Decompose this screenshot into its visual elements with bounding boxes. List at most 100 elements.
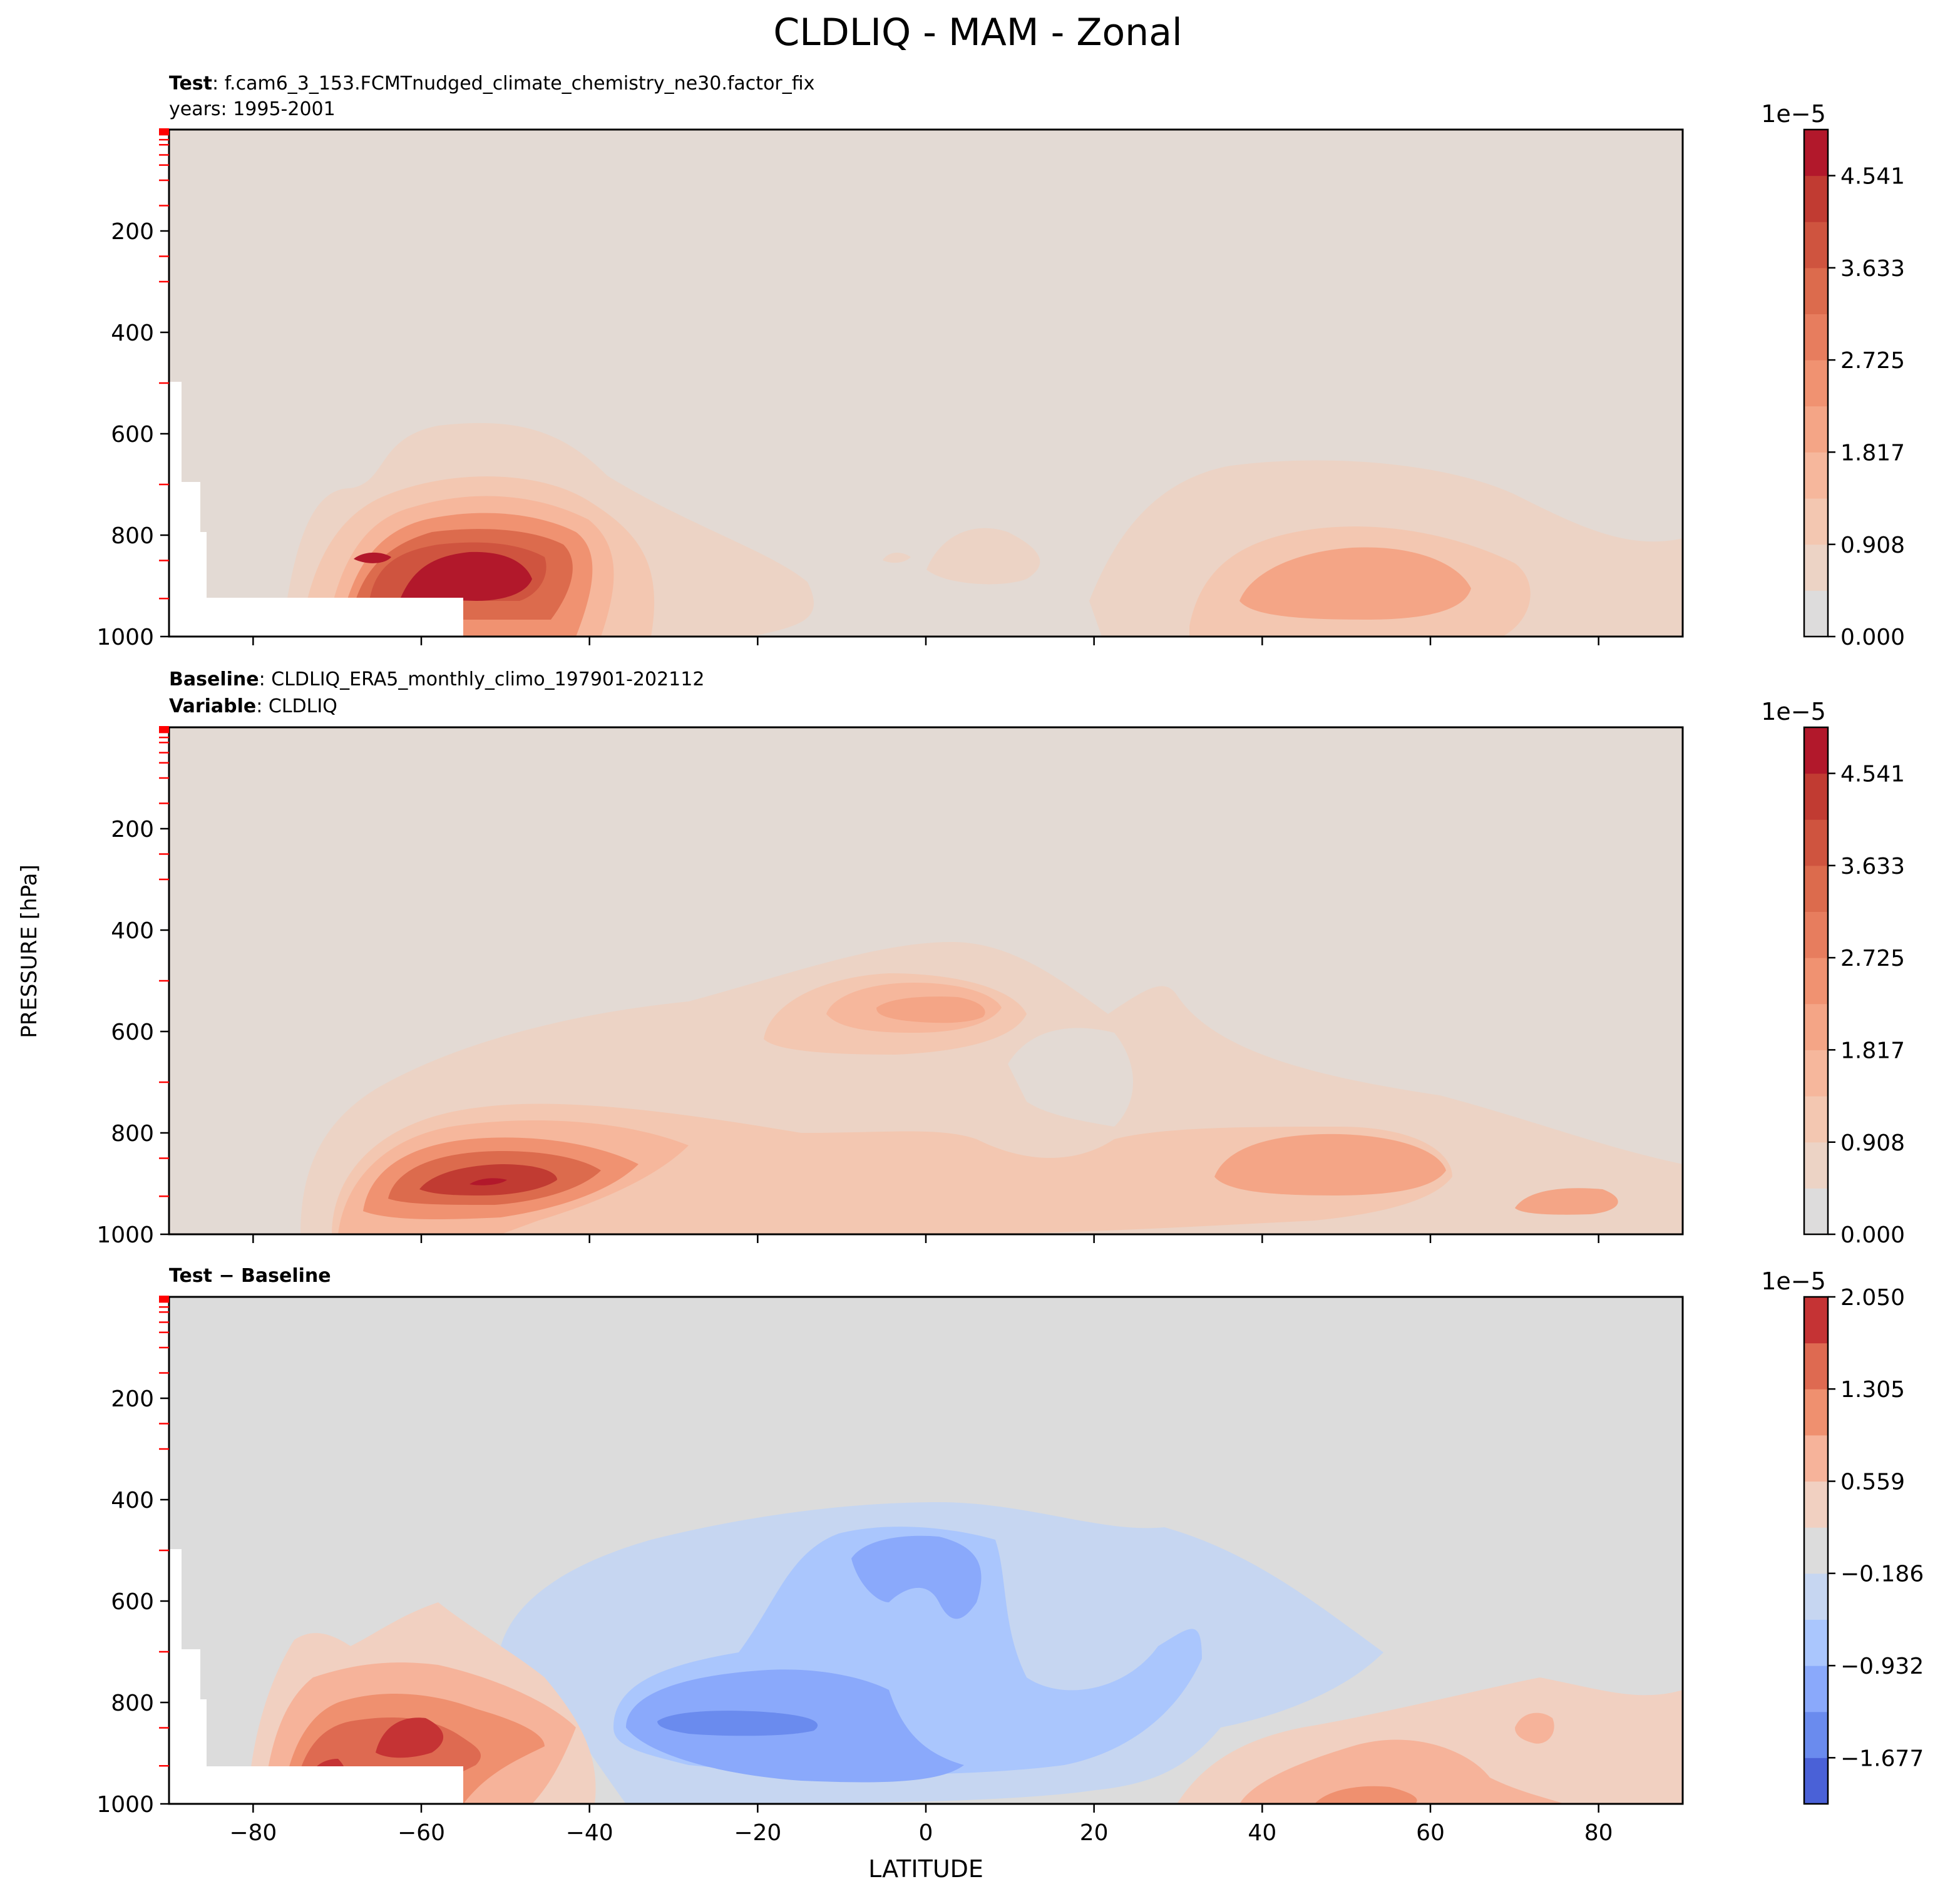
x-tick-label: −60	[398, 1820, 445, 1846]
x-tick-label: −80	[229, 1820, 277, 1846]
difference-contour-neg-5	[657, 1711, 818, 1736]
colorbar-segment	[1804, 130, 1828, 177]
panel-baseline-header-1-bold: Baseline	[169, 668, 259, 690]
colorbar-segment	[1804, 406, 1828, 453]
difference-mask-white	[169, 1549, 463, 1804]
y-tick-label: 200	[111, 1386, 154, 1412]
colorbar-frame	[1803, 726, 1829, 1236]
baseline-contour-field	[169, 727, 1683, 1234]
y-tick-label: 600	[111, 422, 154, 448]
panel-test-header-1-text: : f.cam6_3_153.FCMTnudged_climate_chemis…	[212, 73, 814, 95]
y-minor-tick-cluster	[159, 128, 169, 135]
baseline-contour-gap	[1008, 1028, 1133, 1127]
y-tick-label: 600	[111, 1589, 154, 1615]
y-tick-label: 1000	[96, 1222, 154, 1248]
colorbar-segment	[1804, 1619, 1828, 1666]
test-axes-ticks: 200 400 600 800 1000	[96, 128, 1599, 650]
baseline-colorbar: 0.000 0.908 1.817 2.725 3.633 4.541	[1803, 726, 1905, 1248]
figure-title: CLDLIQ - MAM - Zonal	[773, 11, 1182, 54]
y-tick-label: 1000	[96, 1792, 154, 1818]
colorbar-segment	[1804, 314, 1828, 361]
difference-colorbar-exponent: 1e−5	[1761, 1267, 1826, 1295]
colorbar-segment	[1804, 360, 1828, 407]
colorbar-segment	[1804, 1666, 1828, 1712]
test-mask-white	[169, 382, 463, 637]
y-tick-label: 800	[111, 1691, 154, 1716]
panel-baseline-header-1: Baseline: CLDLIQ_ERA5_monthly_climo_1979…	[169, 668, 704, 690]
x-tick-label: −20	[734, 1820, 781, 1846]
colorbar-segment	[1804, 727, 1828, 774]
colorbar-segment	[1804, 1527, 1828, 1574]
colorbar-tick-label: 0.000	[1840, 625, 1905, 650]
test-contour-sh-8	[354, 552, 391, 563]
colorbar-tick-label: 1.305	[1840, 1377, 1905, 1403]
colorbar-segment	[1804, 1711, 1828, 1758]
y-axis-label: PRESSURE [hPa]	[17, 864, 42, 1038]
colorbar-tick-label: 4.541	[1840, 762, 1905, 787]
y-tick-label: 200	[111, 817, 154, 842]
colorbar-segment	[1804, 175, 1828, 222]
baseline-contour-nh-1	[1214, 1134, 1446, 1195]
colorbar-tick-label: −1.677	[1840, 1746, 1924, 1771]
panel-baseline-header-1-text: : CLDLIQ_ERA5_monthly_climo_197901-20211…	[259, 668, 705, 690]
test-contour-nh-3	[1239, 547, 1471, 620]
colorbar-segment	[1804, 773, 1828, 820]
colorbar-tick-label: −0.932	[1840, 1654, 1924, 1679]
colorbar-tick-label: 4.541	[1840, 164, 1905, 190]
panel-difference-header-bold: Test − Baseline	[169, 1265, 331, 1287]
y-tick-label: 600	[111, 1020, 154, 1045]
colorbar-segment	[1804, 1758, 1828, 1804]
colorbar-segment	[1804, 590, 1828, 637]
colorbar-segment	[1804, 222, 1828, 269]
colorbar-segment	[1804, 1003, 1828, 1050]
colorbar-segment	[1804, 819, 1828, 866]
panel-baseline-header-2: Variable: CLDLIQ	[169, 695, 337, 717]
x-tick-label: 60	[1416, 1820, 1445, 1846]
baseline-contour-nh-2	[1515, 1188, 1618, 1215]
colorbar-tick-label: 0.000	[1840, 1222, 1905, 1248]
panel-test-header-1: Test: f.cam6_3_153.FCMTnudged_climate_ch…	[169, 73, 814, 95]
x-axis-label: LATITUDE	[868, 1855, 983, 1883]
colorbar-tick-label: 0.908	[1840, 1130, 1905, 1156]
difference-contour-nh-pos-3	[1515, 1712, 1554, 1744]
y-tick-label: 400	[111, 320, 154, 346]
y-tick-label: 800	[111, 1121, 154, 1147]
y-minor-tick-cluster	[159, 1296, 169, 1302]
test-colorbar-exponent: 1e−5	[1761, 100, 1826, 128]
colorbar-segment	[1804, 498, 1828, 545]
colorbar-segment	[1804, 1389, 1828, 1436]
test-contour-field	[169, 130, 1683, 637]
test-colorbar: 0.000 0.908 1.817 2.725 3.633 4.541	[1803, 128, 1905, 650]
y-tick-label: 1000	[96, 625, 154, 650]
y-tick-label: 200	[111, 219, 154, 245]
colorbar-tick-label: 2.725	[1840, 348, 1905, 374]
colorbar-tick-label: 0.908	[1840, 533, 1905, 558]
test-contour-trop-2	[883, 553, 911, 563]
colorbar-tick-label: 0.559	[1840, 1470, 1905, 1495]
colorbar-tick-label: 3.633	[1840, 854, 1905, 879]
colorbar-segment	[1804, 958, 1828, 1005]
x-tick-label: 0	[919, 1820, 933, 1846]
colorbar-tick-label: −0.186	[1840, 1562, 1924, 1587]
colorbar-tick-label: 1.817	[1840, 440, 1905, 466]
colorbar-segment	[1804, 1435, 1828, 1482]
panel-test-header-2: years: 1995-2001	[169, 98, 336, 120]
panel-test: Test: f.cam6_3_153.FCMTnudged_climate_ch…	[96, 73, 1905, 650]
y-tick-label: 400	[111, 1488, 154, 1513]
panel-test-header-1-bold: Test	[169, 73, 212, 95]
y-tick-label: 800	[111, 523, 154, 549]
panel-baseline-header-2-text: : CLDLIQ	[256, 695, 337, 717]
test-contour-trop-1	[926, 528, 1040, 585]
colorbar-tick-label: 1.817	[1840, 1038, 1905, 1063]
colorbar-segment	[1804, 1573, 1828, 1620]
y-minor-tick-cluster	[159, 726, 169, 732]
panel-baseline-header-2-bold: Variable	[169, 695, 256, 717]
x-tick-label: 40	[1248, 1820, 1276, 1846]
difference-contour-nh-pos-2	[1239, 1739, 1565, 1804]
colorbar-segment	[1804, 267, 1828, 314]
colorbar-segment	[1804, 911, 1828, 958]
colorbar-segment	[1804, 1188, 1828, 1235]
panel-difference: Test − Baseline −80 −60 −40 −20 0 20 40 60 80 200…	[96, 1265, 1924, 1846]
difference-contour-sh-pos-5	[376, 1717, 444, 1758]
colorbar-segment	[1804, 544, 1828, 591]
